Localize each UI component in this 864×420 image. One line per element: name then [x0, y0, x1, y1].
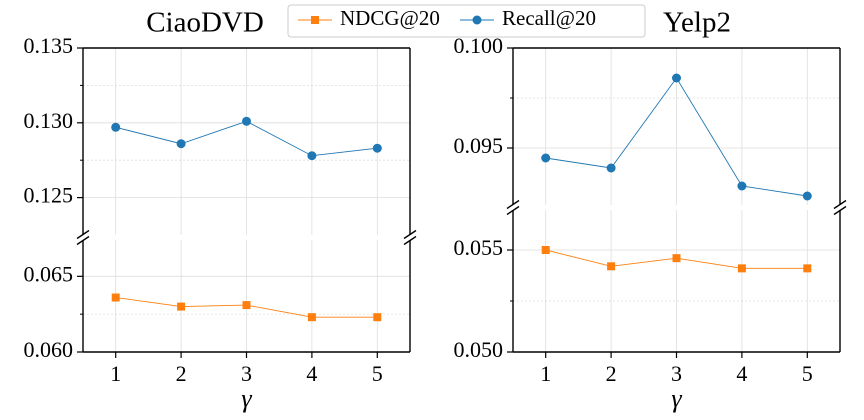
marker — [176, 139, 186, 149]
marker — [541, 153, 551, 163]
marker — [373, 313, 382, 322]
marker — [803, 264, 812, 273]
marker — [607, 262, 616, 271]
x-tick-label: 3 — [671, 361, 682, 386]
y-tick-label: 0.065 — [24, 261, 74, 286]
x-tick-label: 1 — [110, 361, 121, 386]
y-tick-label: 0.130 — [24, 108, 74, 133]
marker — [672, 73, 681, 83]
chart-title: CiaoDVD — [146, 7, 264, 39]
break-mark — [403, 229, 417, 240]
chart-title: Yelp2 — [663, 7, 731, 39]
marker — [242, 301, 251, 310]
x-tick-label: 4 — [736, 361, 747, 386]
x-axis-label: γ — [671, 384, 682, 413]
legend-marker — [311, 16, 319, 24]
break-mark — [833, 199, 847, 210]
y-tick-label: 0.135 — [24, 33, 74, 58]
x-tick-label: 4 — [306, 361, 317, 386]
marker — [737, 264, 746, 273]
marker — [242, 116, 251, 126]
marker — [672, 254, 681, 263]
marker — [177, 302, 186, 311]
marker — [606, 163, 616, 173]
marker — [737, 181, 747, 191]
marker — [802, 191, 812, 201]
x-tick-label: 5 — [372, 361, 383, 386]
break-mark — [76, 235, 90, 246]
y-tick-label: 0.095 — [454, 133, 504, 158]
marker — [541, 245, 550, 254]
marker — [111, 293, 120, 302]
break-mark — [506, 205, 520, 216]
x-tick-label: 2 — [176, 361, 187, 386]
y-tick-label: 0.055 — [454, 235, 504, 260]
marker — [307, 151, 317, 161]
x-tick-label: 5 — [802, 361, 813, 386]
x-tick-label: 3 — [241, 361, 252, 386]
y-tick-label: 0.050 — [454, 337, 504, 362]
y-tick-label: 0.060 — [24, 337, 74, 362]
y-tick-label: 0.125 — [24, 183, 74, 208]
x-tick-label: 2 — [606, 361, 617, 386]
legend-marker — [472, 15, 482, 25]
break-mark — [76, 229, 90, 240]
legend-label: NDCG@20 — [340, 6, 440, 30]
break-mark — [506, 199, 520, 210]
x-tick-label: 1 — [540, 361, 551, 386]
marker — [111, 122, 121, 132]
marker — [307, 313, 316, 322]
break-mark — [833, 205, 847, 216]
x-axis-label: γ — [241, 384, 252, 413]
legend-label: Recall@20 — [502, 6, 596, 30]
legend-box — [287, 4, 646, 38]
break-mark — [403, 235, 417, 246]
marker — [372, 143, 382, 153]
